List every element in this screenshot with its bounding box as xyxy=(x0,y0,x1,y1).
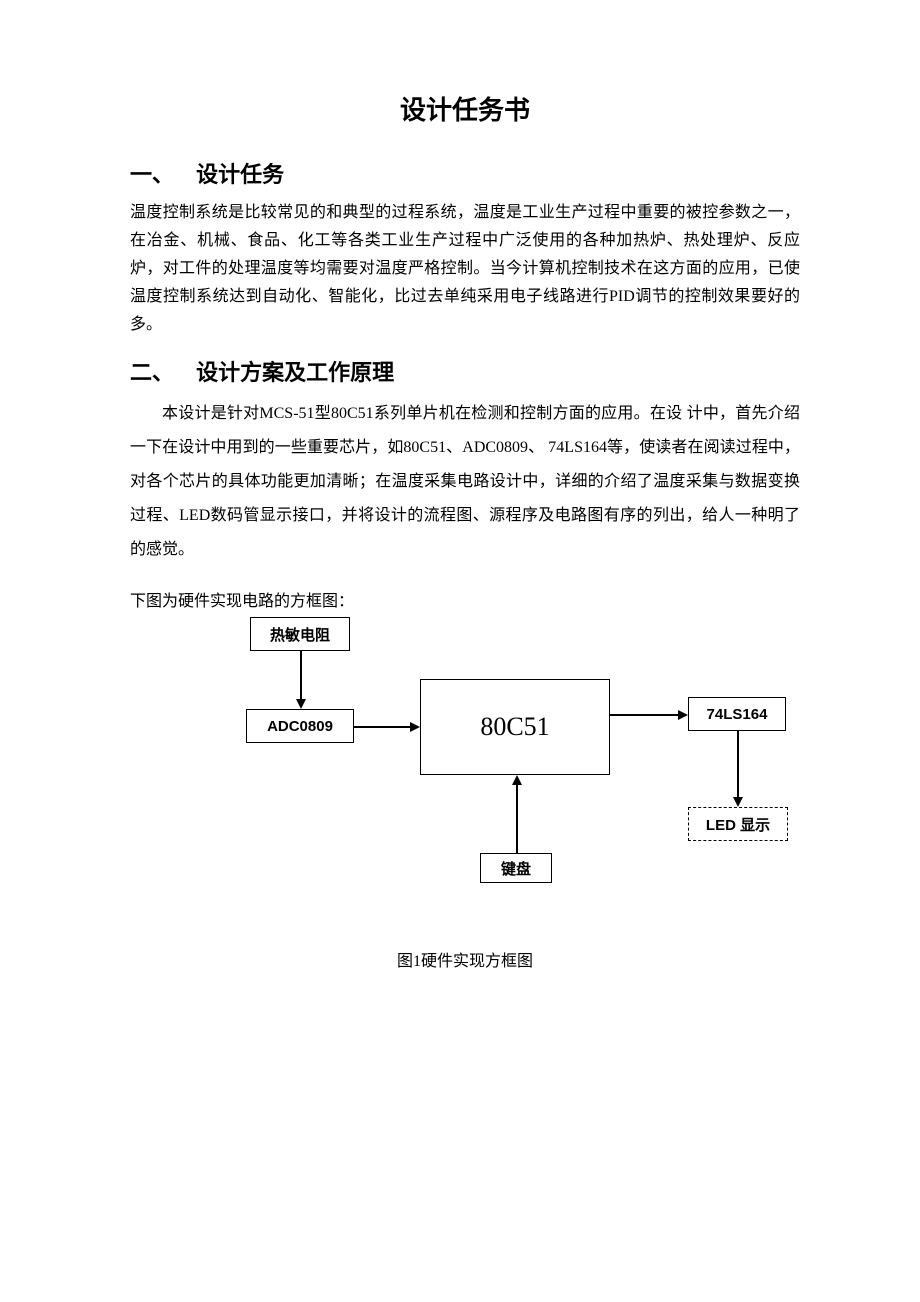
section-2-number: 二、 xyxy=(130,355,190,387)
diagram-edge-3 xyxy=(737,731,739,797)
section-1-title: 设计任务 xyxy=(196,162,284,187)
figure-caption: 图1硬件实现方框图 xyxy=(130,947,800,971)
section-2-paragraph: 本设计是针对MCS-51型80C51系列单片机在检测和控制方面的应用。在设 计中… xyxy=(130,397,800,567)
arrow-head-icon xyxy=(410,722,420,732)
section-1-heading: 一、 设计任务 xyxy=(130,157,800,189)
diagram-node-mcu: 80C51 xyxy=(420,679,610,775)
diagram-edge-4 xyxy=(516,785,518,853)
block-diagram: 热敏电阻 ADC0809 80C51 74LS164 LED 显示键盘 xyxy=(190,617,810,917)
document-page: 设计任务书 一、 设计任务 温度控制系统是比较常见的和典型的过程系统，温度是工业… xyxy=(0,0,920,1302)
diagram-node-led: LED 显示 xyxy=(688,807,788,841)
section-2-heading: 二、 设计方案及工作原理 xyxy=(130,355,800,387)
arrow-head-icon xyxy=(296,699,306,709)
diagram-node-shift: 74LS164 xyxy=(688,697,786,731)
diagram-edge-1 xyxy=(354,726,410,728)
arrow-head-icon xyxy=(678,710,688,720)
section-1-paragraph: 温度控制系统是比较常见的和典型的过程系统，温度是工业生产过程中重要的被控参数之一… xyxy=(130,199,800,339)
arrow-head-icon xyxy=(733,797,743,807)
section-1-number: 一、 xyxy=(130,157,190,189)
diagram-node-adc: ADC0809 xyxy=(246,709,354,743)
diagram-node-kbd: 键盘 xyxy=(480,853,552,883)
diagram-edge-2 xyxy=(610,714,678,716)
diagram-node-thermistor: 热敏电阻 xyxy=(250,617,350,651)
section-2-title: 设计方案及工作原理 xyxy=(196,360,394,385)
arrow-head-icon xyxy=(512,775,522,785)
document-title: 设计任务书 xyxy=(130,90,800,127)
diagram-intro-text: 下图为硬件实现电路的方框图： xyxy=(130,587,800,611)
diagram-edge-0 xyxy=(300,651,302,699)
